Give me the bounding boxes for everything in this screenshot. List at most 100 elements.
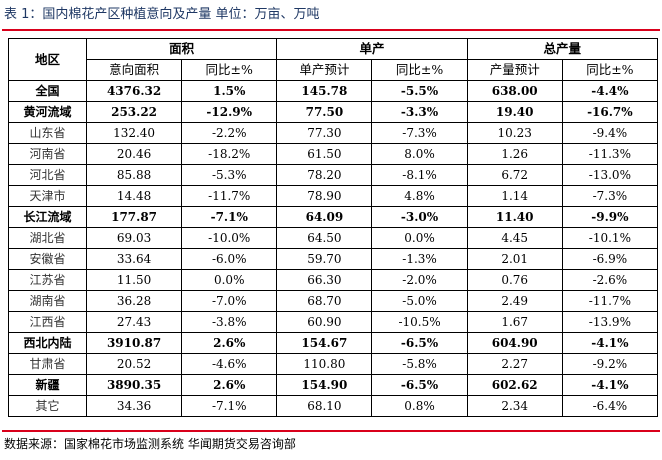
output-yoy-cell: -2.6%: [561, 269, 659, 291]
intended-area-cell: 20.52: [85, 353, 183, 375]
output-yoy-cell: -6.4%: [561, 395, 659, 417]
table-row: 河北省 85.88 -5.3% 78.20 -8.1% 6.72 -13.0%: [8, 164, 659, 186]
output-yoy-cell: -16.7%: [561, 101, 659, 123]
table-row: 其它 34.36 -7.1% 68.10 0.8% 2.34 -6.4%: [8, 395, 659, 417]
output-forecast-cell: 2.49: [466, 290, 563, 312]
yield-yoy-header: 同比±%: [371, 59, 468, 81]
area-yoy-cell: -11.7%: [181, 185, 278, 207]
area-yoy-cell: -3.8%: [181, 311, 278, 333]
region-cell: 江苏省: [8, 269, 87, 291]
table-row: 江西省 27.43 -3.8% 60.90 -10.5% 1.67 -13.9%: [8, 311, 659, 333]
intended-area-cell: 34.36: [85, 395, 183, 417]
output-yoy-cell: -11.3%: [561, 143, 659, 165]
output-forecast-cell: 10.23: [466, 122, 563, 144]
region-cell: 山东省: [8, 122, 87, 144]
region-cell: 全国: [8, 80, 87, 102]
table-row: 江苏省 11.50 0.0% 66.30 -2.0% 0.76 -2.6%: [8, 269, 659, 291]
output-forecast-cell: 638.00: [466, 80, 563, 102]
yield-yoy-cell: -1.3%: [371, 248, 468, 270]
output-forecast-cell: 6.72: [466, 164, 563, 186]
output-yoy-cell: -4.4%: [561, 80, 659, 102]
intended-area-cell: 253.22: [85, 101, 183, 123]
area-yoy-cell: -12.9%: [181, 101, 278, 123]
table-caption: 表 1：国内棉花产区种植意向及产量 单位：万亩、万吨: [4, 7, 320, 22]
area-yoy-cell: -7.0%: [181, 290, 278, 312]
output-forecast-cell: 2.27: [466, 353, 563, 375]
bottom-divider: [2, 430, 660, 432]
output-forecast-cell: 19.40: [466, 101, 563, 123]
output-forecast-cell: 1.14: [466, 185, 563, 207]
cotton-data-table: 地区 面积 单产 总产量 意向面积 同比±% 单产预计 同比±% 产量预计 同比…: [8, 38, 659, 417]
output-yoy-cell: -11.7%: [561, 290, 659, 312]
output-forecast-cell: 604.90: [466, 332, 563, 354]
yield-forecast-cell: 77.30: [276, 122, 373, 144]
output-forecast-cell: 1.26: [466, 143, 563, 165]
output-yoy-cell: -4.1%: [561, 332, 659, 354]
yield-forecast-header: 单产预计: [276, 59, 373, 81]
yield-forecast-cell: 64.09: [276, 206, 373, 228]
area-yoy-cell: -4.6%: [181, 353, 278, 375]
output-forecast-cell: 4.45: [466, 227, 563, 249]
table-row: 山东省 132.40 -2.2% 77.30 -7.3% 10.23 -9.4%: [8, 122, 659, 144]
region-cell: 其它: [8, 395, 87, 417]
yield-yoy-cell: -2.0%: [371, 269, 468, 291]
yield-forecast-cell: 59.70: [276, 248, 373, 270]
output-yoy-cell: -9.4%: [561, 122, 659, 144]
area-yoy-cell: -10.0%: [181, 227, 278, 249]
intended-area-cell: 85.88: [85, 164, 183, 186]
output-yoy-cell: -7.3%: [561, 185, 659, 207]
intended-area-cell: 11.50: [85, 269, 183, 291]
area-yoy-cell: 2.6%: [181, 374, 278, 396]
region-cell: 天津市: [8, 185, 87, 207]
yield-forecast-cell: 154.67: [276, 332, 373, 354]
yield-forecast-cell: 66.30: [276, 269, 373, 291]
area-yoy-cell: -2.2%: [181, 122, 278, 144]
yield-forecast-cell: 68.10: [276, 395, 373, 417]
output-forecast-cell: 11.40: [466, 206, 563, 228]
area-yoy-cell: -5.3%: [181, 164, 278, 186]
region-cell: 甘肃省: [8, 353, 87, 375]
yield-forecast-cell: 68.70: [276, 290, 373, 312]
table-row: 全国 4376.32 1.5% 145.78 -5.5% 638.00 -4.4%: [8, 80, 659, 102]
intended-area-cell: 20.46: [85, 143, 183, 165]
yield-yoy-cell: -5.5%: [371, 80, 468, 102]
area-yoy-cell: 2.6%: [181, 332, 278, 354]
area-yoy-header: 同比±%: [181, 59, 278, 81]
yield-forecast-cell: 64.50: [276, 227, 373, 249]
yield-forecast-cell: 78.90: [276, 185, 373, 207]
yield-yoy-cell: 0.0%: [371, 227, 468, 249]
region-cell: 湖北省: [8, 227, 87, 249]
table-row: 新疆 3890.35 2.6% 154.90 -6.5% 602.62 -4.1%: [8, 374, 659, 396]
yield-forecast-cell: 78.20: [276, 164, 373, 186]
intended-area-cell: 14.48: [85, 185, 183, 207]
data-source-note: 数据来源：国家棉花市场监测系统 华闻期货交易咨询部: [4, 437, 296, 451]
output-forecast-cell: 0.76: [466, 269, 563, 291]
yield-forecast-cell: 145.78: [276, 80, 373, 102]
area-yoy-cell: 1.5%: [181, 80, 278, 102]
region-cell: 湖南省: [8, 290, 87, 312]
intended-area-cell: 33.64: [85, 248, 183, 270]
output-forecast-cell: 2.34: [466, 395, 563, 417]
yield-forecast-cell: 154.90: [276, 374, 373, 396]
area-group-header: 面积: [85, 38, 278, 60]
region-cell: 西北内陆: [8, 332, 87, 354]
table-row: 西北内陆 3910.87 2.6% 154.67 -6.5% 604.90 -4.1%: [8, 332, 659, 354]
table-row: 甘肃省 20.52 -4.6% 110.80 -5.8% 2.27 -9.2%: [8, 353, 659, 375]
area-yoy-cell: 0.0%: [181, 269, 278, 291]
intended-area-cell: 132.40: [85, 122, 183, 144]
yield-forecast-cell: 60.90: [276, 311, 373, 333]
region-cell: 安徽省: [8, 248, 87, 270]
intended-area-cell: 69.03: [85, 227, 183, 249]
intended-area-cell: 3890.35: [85, 374, 183, 396]
area-yoy-cell: -18.2%: [181, 143, 278, 165]
output-group-header: 总产量: [466, 38, 659, 60]
yield-yoy-cell: -6.5%: [371, 332, 468, 354]
output-yoy-cell: -6.9%: [561, 248, 659, 270]
yield-forecast-cell: 61.50: [276, 143, 373, 165]
intended-area-header: 意向面积: [85, 59, 183, 81]
intended-area-cell: 177.87: [85, 206, 183, 228]
intended-area-cell: 27.43: [85, 311, 183, 333]
yield-yoy-cell: -8.1%: [371, 164, 468, 186]
region-cell: 河北省: [8, 164, 87, 186]
yield-yoy-cell: -3.0%: [371, 206, 468, 228]
